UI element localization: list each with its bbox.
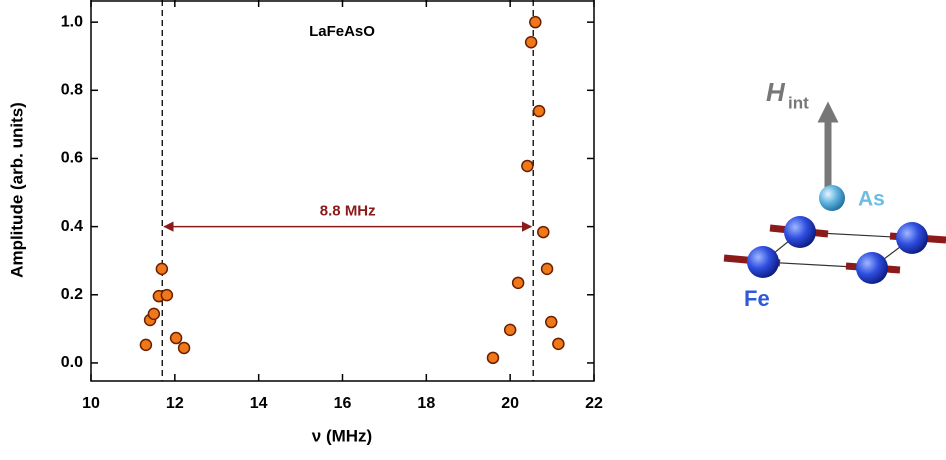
y-tick-label: 0.6 [61,150,83,167]
x-tick-label: 10 [82,395,100,412]
point [177,341,191,355]
point [529,15,542,29]
fe-atom [856,252,888,284]
point [486,351,500,365]
y-tick-label: 0.2 [61,286,83,303]
fe-atom [896,222,928,254]
field-symbol: H [766,77,786,107]
point [521,159,534,173]
field-subscript: int [788,93,809,112]
as-label: As [858,188,885,211]
structure-diagram: H int As Fe [723,77,946,311]
point [544,315,558,329]
y-tick-label: 0.8 [61,82,83,99]
plot-frame [90,0,595,382]
x-tick-label: 18 [417,395,435,412]
fe-atom [747,246,779,278]
point [532,104,546,118]
point [169,331,183,345]
x-tick-label: 12 [166,395,184,412]
x-tick-label: 20 [501,395,519,412]
point [147,307,161,321]
fe-atom [784,216,816,248]
y-tick-label: 0.0 [61,354,83,371]
as-atom [819,185,845,211]
point [537,225,550,239]
fe-label: Fe [744,286,770,311]
point [503,323,517,337]
span-label: 8.8 MHz [320,203,376,220]
point [139,338,153,352]
y-tick-label: 1.0 [61,13,83,30]
x-tick-label: 22 [585,395,603,412]
x-tick-label: 14 [250,395,268,412]
point [552,337,565,351]
point [511,276,525,290]
chart-title: LaFeAsO [309,23,375,40]
point [524,36,538,49]
x-tick-label: 16 [334,395,352,412]
point [155,262,169,276]
y-tick-label: 0.4 [61,218,83,235]
point [540,262,554,276]
x-axis-label: ν (MHz) [312,426,372,445]
y-axis-label: Amplitude (arb. units) [7,102,26,278]
plot: ν (MHz) Amplitude (arb. units) LaFeAsO 1… [7,0,603,445]
point [160,288,174,302]
